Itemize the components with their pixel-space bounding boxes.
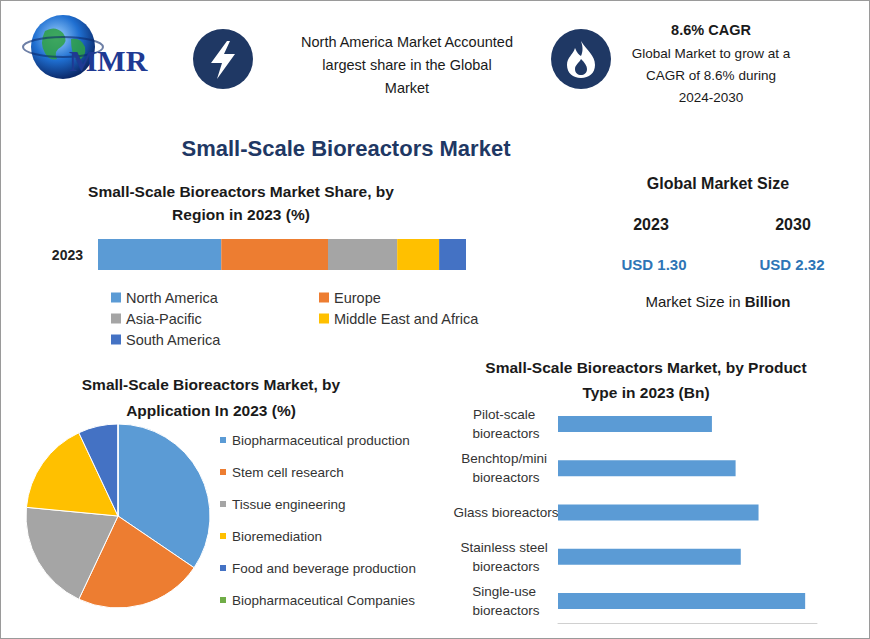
svg-text:Middle East and Africa: Middle East and Africa — [334, 311, 479, 327]
svg-text:Stainless steel: Stainless steel — [461, 540, 552, 555]
svg-text:Stem cell research: Stem cell research — [232, 465, 344, 480]
html-text:Global Market to grow at a CAG: Global Market to grow at a CAGR of 8.6% … — [631, 46, 791, 105]
html-text:Global Market Size: Global Market Size — [646, 175, 790, 192]
html-text:2030: 2030 — [775, 216, 811, 233]
svg-text:Glass bioreactors: Glass bioreactors — [453, 505, 558, 520]
html-text:Market Size in Billion: Market Size in Billion — [645, 293, 791, 310]
html-text:North America Market Accounted: North America Market Accounted largest s… — [301, 34, 513, 96]
html-text:2023: 2023 — [633, 216, 669, 233]
html-text:Small-Scale Bioreactors Market: Small-Scale Bioreactors Market — [181, 136, 511, 161]
svg-text:Tissue engineering: Tissue engineering — [232, 497, 346, 512]
svg-text:bioreactors: bioreactors — [473, 603, 540, 618]
html-text:USD 1.30: USD 1.30 — [621, 256, 687, 273]
svg-text:South America: South America — [126, 332, 221, 348]
svg-text:Bioremediation: Bioremediation — [232, 529, 322, 544]
svg-text:Asia-Pacific: Asia-Pacific — [126, 311, 202, 327]
svg-text:Biopharmaceutical Companies: Biopharmaceutical Companies — [232, 593, 415, 608]
svg-text:Europe: Europe — [334, 290, 381, 306]
svg-text:2023: 2023 — [52, 247, 83, 263]
svg-text:Pilot-scale: Pilot-scale — [473, 407, 539, 422]
svg-text:bioreactors: bioreactors — [473, 559, 540, 574]
svg-text:Benchtop/mini: Benchtop/mini — [461, 451, 550, 466]
svg-text:Food and beverage production: Food and beverage production — [232, 561, 416, 576]
html-text:8.6% CAGR: 8.6% CAGR — [671, 22, 751, 38]
html-text:Small-Scale Bioreactors Market: Small-Scale Bioreactors Market Share, by… — [88, 183, 394, 223]
svg-text:North America: North America — [126, 290, 219, 306]
svg-text:Single-use: Single-use — [472, 584, 540, 599]
html-text:USD 2.32: USD 2.32 — [759, 256, 825, 273]
svg-text:Biopharmaceutical production: Biopharmaceutical production — [232, 433, 410, 448]
html-text:Small-Scale Bioreactors Market: Small-Scale Bioreactors Market, by Appli… — [81, 376, 341, 419]
svg-text:MMR: MMR — [69, 44, 148, 77]
html-text:Small-Scale Bioreactors Market: Small-Scale Bioreactors Market, by Produ… — [485, 359, 807, 401]
svg-text:bioreactors: bioreactors — [473, 470, 540, 485]
svg-text:bioreactors: bioreactors — [473, 426, 540, 441]
